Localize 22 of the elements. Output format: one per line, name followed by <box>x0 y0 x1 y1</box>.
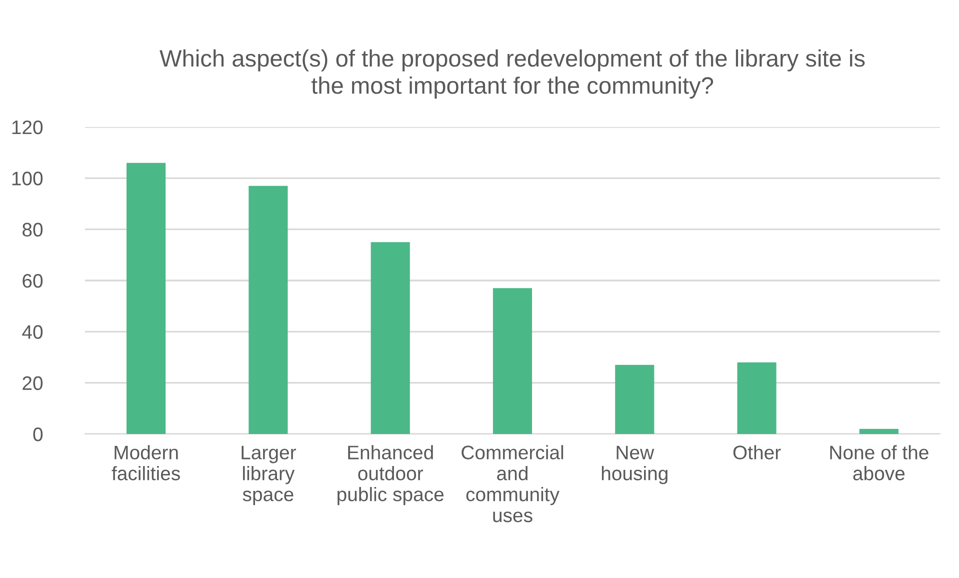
x-tick-label: Other <box>733 445 781 460</box>
y-tick-label: 100 <box>12 172 43 186</box>
bar <box>492 288 532 434</box>
bar <box>615 364 654 434</box>
bar <box>126 162 166 434</box>
y-tick-label: 20 <box>22 376 43 390</box>
y-tick-label: 120 <box>12 120 43 134</box>
bar <box>859 428 898 434</box>
y-tick-label: 80 <box>22 222 43 237</box>
y-tick-label: 0 <box>33 427 43 442</box>
x-tick-label: New housing <box>602 446 668 484</box>
chart-title: Which aspect(s) of the proposed redevelopment of the library site is the most important for the community? <box>160 49 865 99</box>
x-tick-label: Modern facilities <box>112 445 180 480</box>
x-tick-label: Larger library space <box>242 446 296 506</box>
y-tick-label: 40 <box>22 325 43 339</box>
bar <box>737 362 776 434</box>
x-tick-label: Commercial and community uses <box>462 445 564 522</box>
x-tick-label: None of the above <box>830 445 928 480</box>
x-tick-label: Enhanced outdoor public space <box>338 445 444 506</box>
bar <box>370 242 410 434</box>
bar <box>248 186 288 434</box>
y-tick-label: 60 <box>22 274 43 288</box>
